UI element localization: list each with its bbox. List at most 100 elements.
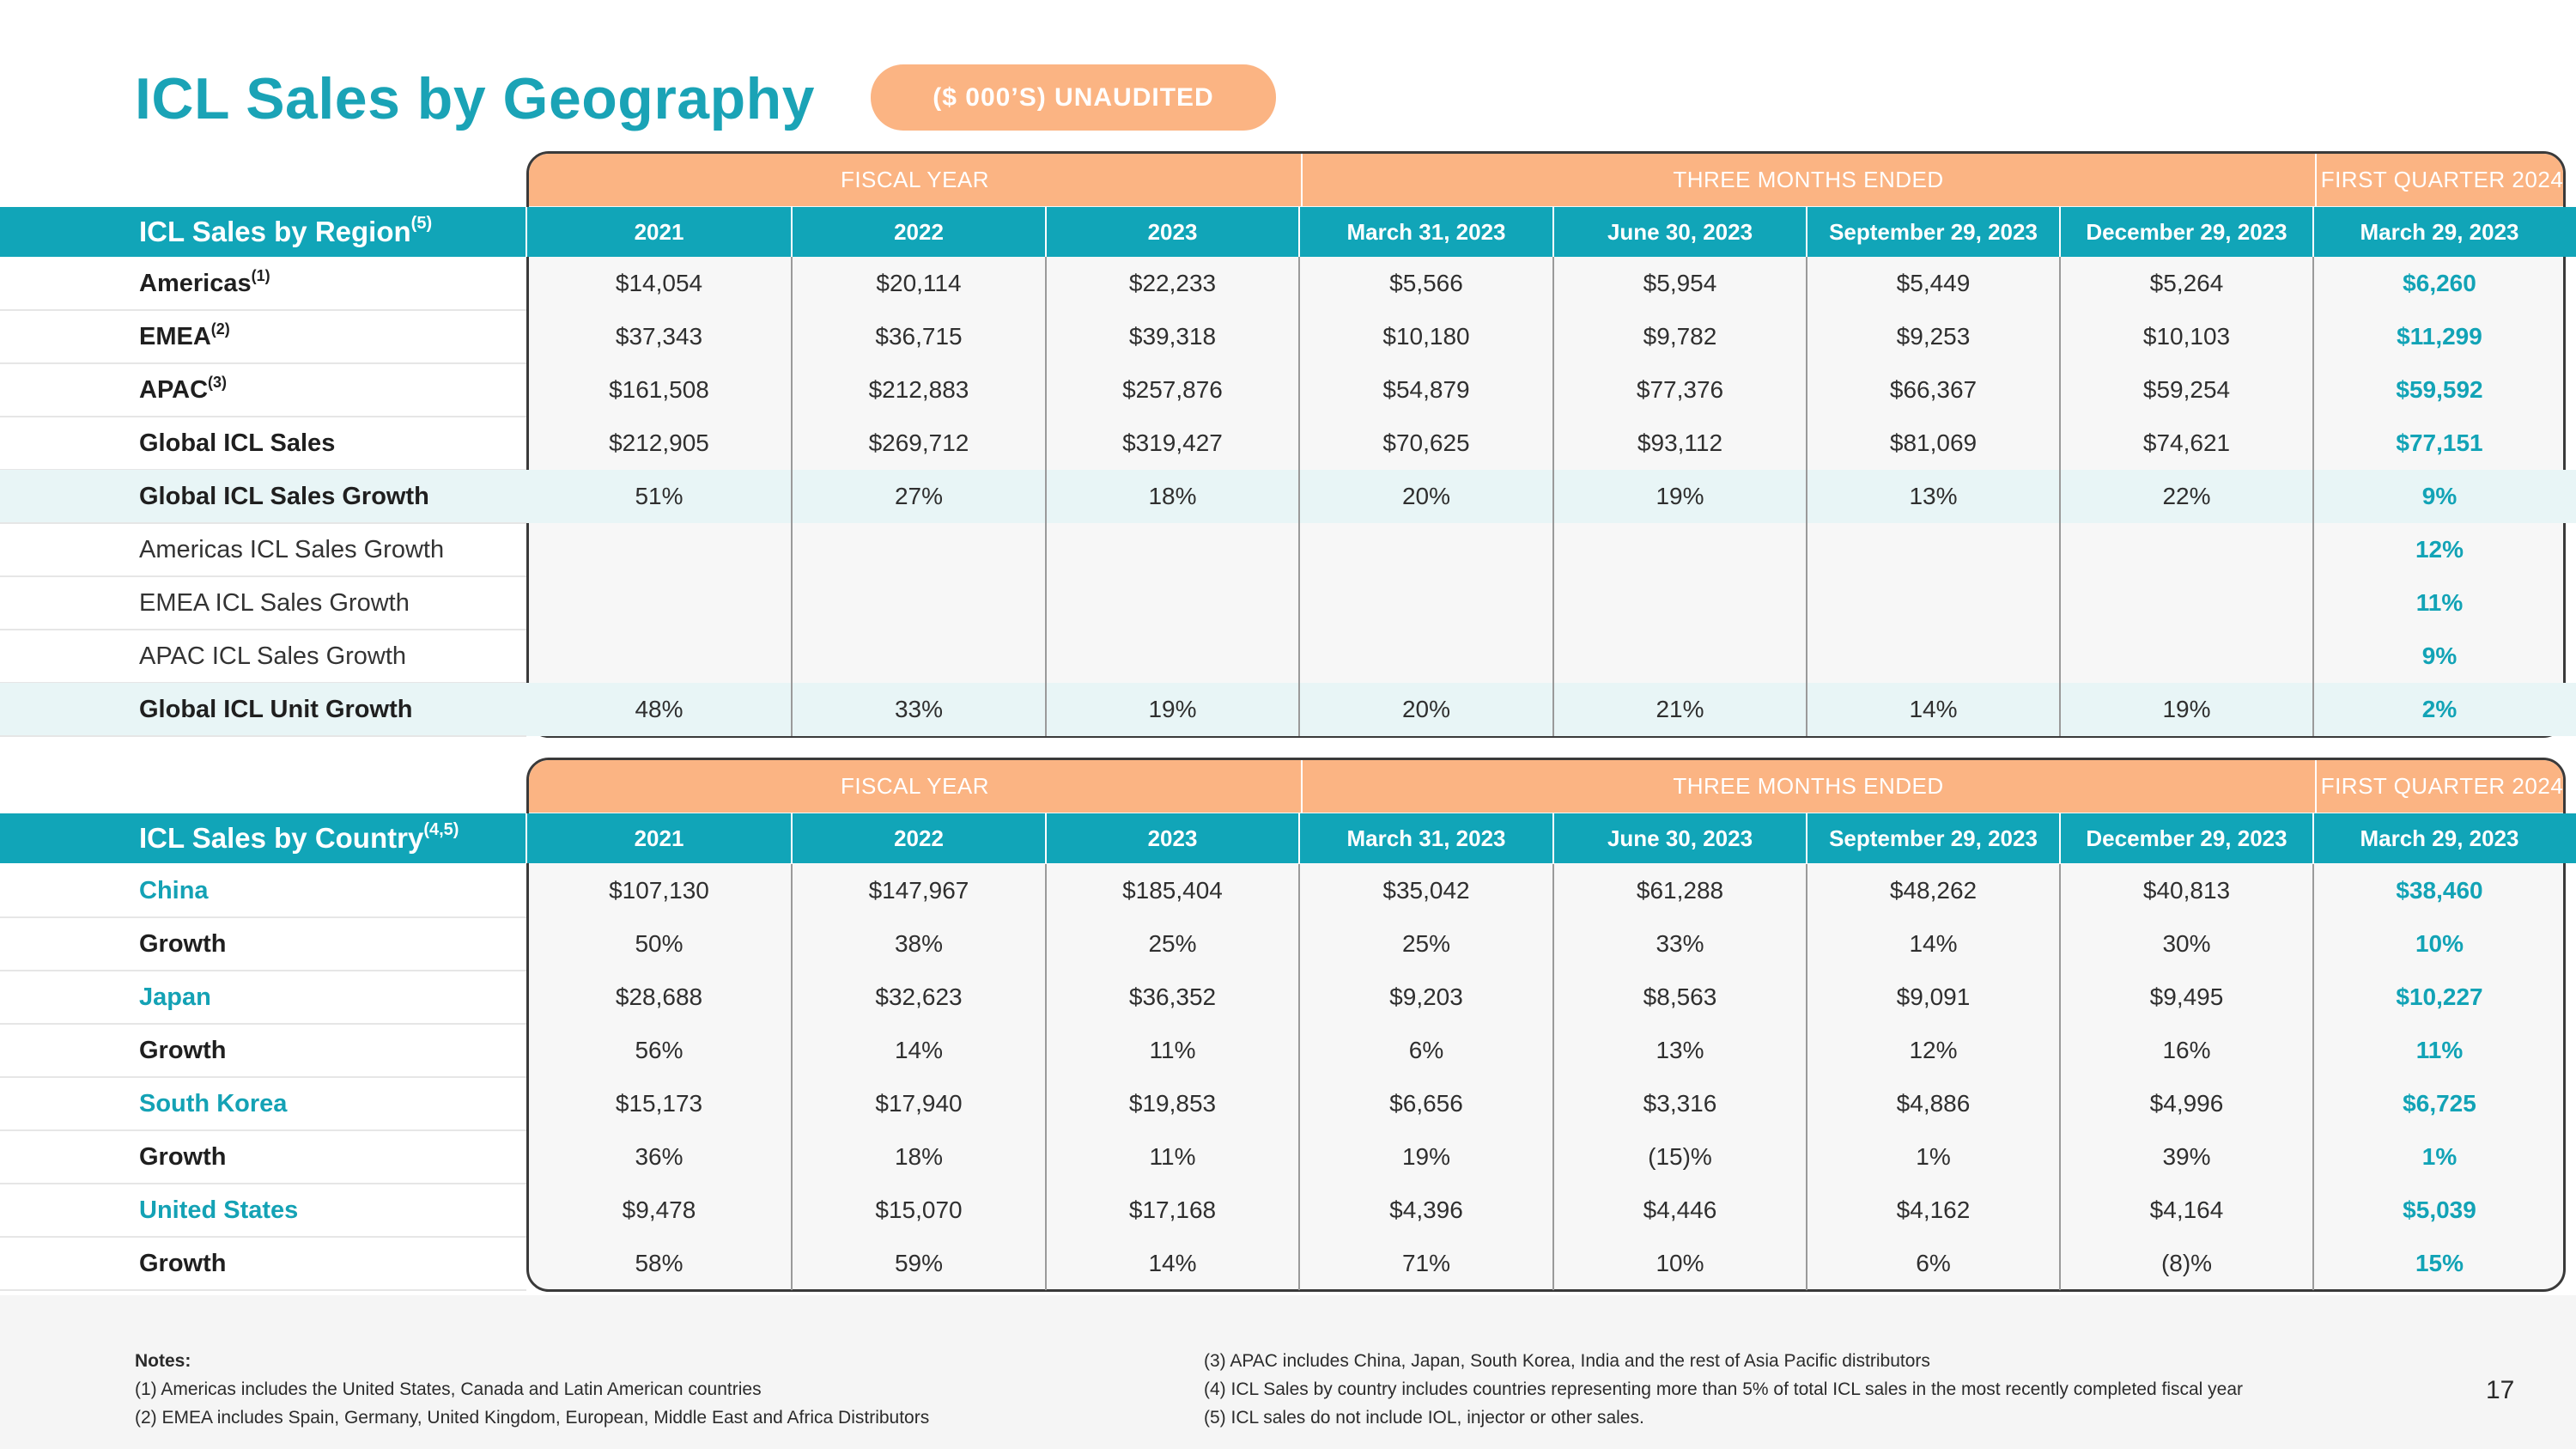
table-cell: $161,508: [609, 376, 709, 403]
table-cell: $37,343: [615, 323, 703, 350]
row-highlight: [0, 470, 2576, 523]
table-cell: $5,449: [1896, 270, 1971, 296]
table-cell: [1046, 523, 1299, 576]
column-separator: [2059, 864, 2061, 1290]
column-separator: [1298, 813, 1300, 863]
table-cell: $77,376: [1636, 376, 1724, 403]
group-first-quarter: FIRST QUARTER 2024: [2320, 773, 2564, 799]
table-cell: $3,316: [1643, 1090, 1717, 1117]
table-cell: 30%: [2162, 930, 2211, 957]
table-cell: [1299, 576, 1553, 630]
table-row: Global ICL Unit Growth 48% 33% 19% 20% 21% 14%…: [0, 683, 2576, 736]
table-cell: [526, 523, 792, 576]
table-cell: $10,227: [2396, 983, 2483, 1010]
table-row: United States $9,478 $15,070 $17,168 $4,396 $…: [0, 1184, 2576, 1237]
row-label-text: APAC: [139, 375, 209, 404]
table-cell: $9,478: [622, 1196, 696, 1223]
table-row: EMEA ICL Sales Growth 11%: [0, 576, 2576, 630]
footnote-ref: (2): [210, 320, 230, 338]
column-header: March 29, 2023: [2360, 218, 2519, 245]
table-cell: $15,070: [875, 1196, 963, 1223]
table-cell: $5,264: [2149, 270, 2224, 296]
column-separator: [1552, 257, 1554, 736]
row-label-text: Japan: [139, 983, 211, 1011]
table-cell: 51%: [635, 483, 683, 509]
column-header: March 31, 2023: [1346, 218, 1506, 245]
table-cell: 56%: [635, 1037, 683, 1063]
table-row: APAC ICL Sales Growth 9%: [0, 630, 2576, 683]
table-cell: [1807, 630, 2060, 683]
table-cell: 15%: [2415, 1250, 2464, 1276]
table-cell: [792, 576, 1046, 630]
group-divider: [2315, 760, 2317, 813]
table-row: Global ICL Sales $212,905 $269,712 $319,427…: [0, 417, 2576, 470]
row-divider: [0, 1183, 526, 1184]
table-cell: 10%: [1656, 1250, 1704, 1276]
table-row: Growth 36% 18% 11% 19% (15)% 1% 39% 1%: [0, 1130, 2576, 1184]
row-label-text: Global ICL Sales Growth: [139, 482, 429, 510]
table-cell: $6,656: [1389, 1090, 1463, 1117]
table-cell: [1046, 630, 1299, 683]
table-cell: $212,905: [609, 429, 709, 456]
column-separator: [2312, 864, 2314, 1290]
table-cell: $40,813: [2142, 877, 2231, 904]
table-cell: $5,566: [1389, 270, 1463, 296]
row-label-text: Growth: [139, 1249, 227, 1277]
column-separator: [1298, 207, 1300, 257]
table-cell: $4,446: [1643, 1196, 1717, 1223]
column-separator: [1045, 207, 1047, 257]
table-cell: $9,091: [1896, 983, 1971, 1010]
row-label: Americas ICL Sales Growth: [139, 523, 444, 576]
column-separator: [2312, 813, 2314, 863]
table-cell: [2060, 576, 2313, 630]
table-cell: $36,352: [1128, 983, 1217, 1010]
group-fiscal-year: FISCAL YEAR: [840, 773, 990, 799]
table-cell: 12%: [1909, 1037, 1958, 1063]
row-label: Growth: [139, 1024, 227, 1077]
table-cell: 9%: [2421, 483, 2458, 509]
row-label-text: EMEA ICL Sales Growth: [139, 588, 410, 617]
notes-left: Notes: (1) Americas includes the United …: [135, 1347, 929, 1432]
row-label-text: China: [139, 876, 209, 904]
row-label-text: Growth: [139, 1142, 227, 1171]
column-separator: [1552, 207, 1554, 257]
table-cell: $269,712: [868, 429, 969, 456]
table-title: ICL Sales by Country (4,5): [139, 813, 459, 863]
row-label-text: Americas ICL Sales Growth: [139, 535, 445, 563]
row-label: Global ICL Sales Growth: [139, 470, 429, 523]
table-cell: $70,625: [1382, 429, 1470, 456]
table-cell: 6%: [1916, 1250, 1951, 1276]
table-cell: 2%: [2421, 696, 2458, 722]
table-cell: 21%: [1656, 696, 1704, 722]
table-cell: $20,114: [876, 270, 962, 296]
column-header: March 29, 2023: [2360, 825, 2519, 851]
column-header: 2022: [894, 825, 944, 851]
column-header: 2021: [634, 825, 684, 851]
table-cell: $32,623: [875, 983, 963, 1010]
row-divider: [0, 522, 526, 524]
table-cell: $39,318: [1128, 323, 1217, 350]
row-label: Growth: [139, 917, 227, 971]
table-cell: $107,130: [609, 877, 709, 904]
table-cell: 18%: [1148, 483, 1197, 509]
column-separator: [2059, 257, 2061, 736]
column-header: December 29, 2023: [2086, 825, 2287, 851]
row-label: South Korea: [139, 1077, 287, 1130]
column-separator: [791, 207, 793, 257]
row-divider: [0, 916, 526, 918]
row-label: Japan: [139, 971, 211, 1024]
column-separator: [1298, 257, 1300, 736]
table-title-text: ICL Sales by Country: [139, 822, 424, 854]
notes-right: (3) APAC includes China, Japan, South Ko…: [1204, 1347, 2243, 1432]
table-title: ICL Sales by Region (5): [139, 207, 432, 257]
table-cell: [526, 630, 792, 683]
row-label-text: EMEA: [139, 322, 211, 350]
table-cell: $19,853: [1128, 1090, 1217, 1117]
table-cell: 33%: [894, 696, 944, 722]
column-header: September 29, 2023: [1829, 825, 2038, 851]
row-divider: [0, 362, 526, 364]
column-header: June 30, 2023: [1607, 825, 1753, 851]
table-cell: [1299, 630, 1553, 683]
table-cell: 20%: [1401, 483, 1451, 509]
table-cell: 25%: [1401, 930, 1451, 957]
